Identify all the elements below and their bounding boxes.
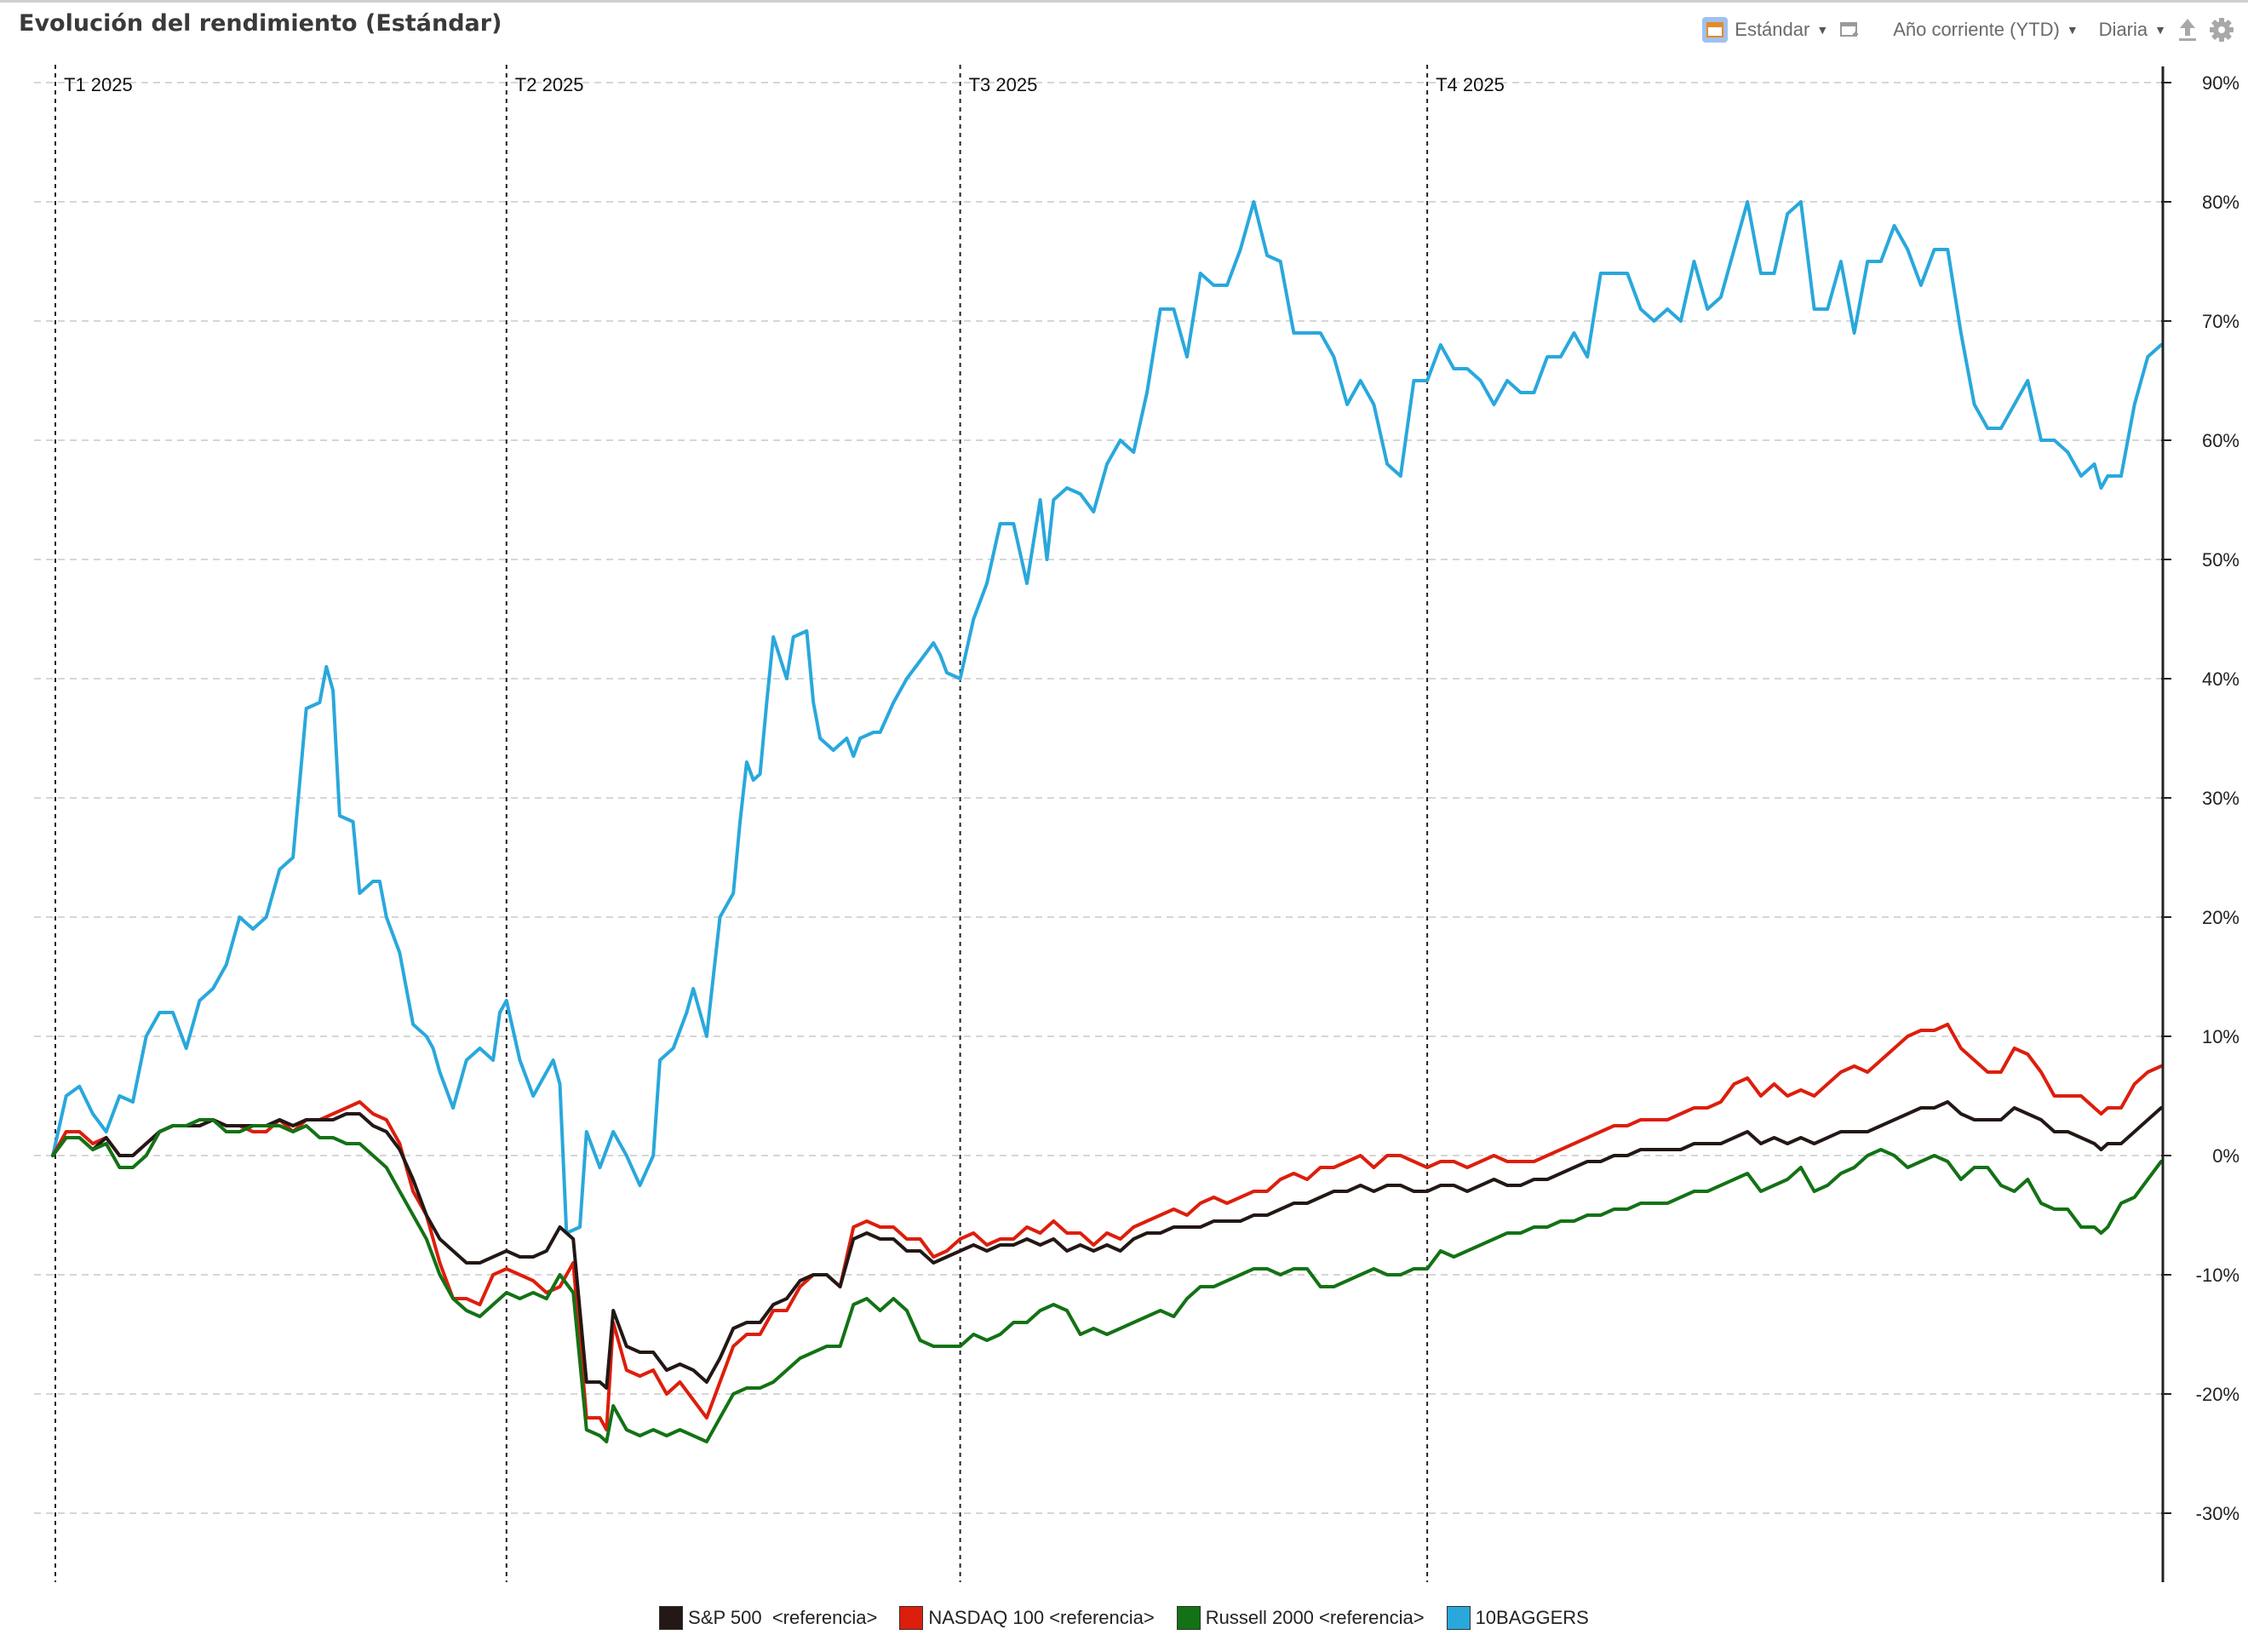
top-border xyxy=(0,0,2248,3)
legend-item[interactable]: S&P 500 <referencia> xyxy=(659,1606,877,1630)
y-tick-label: 20% xyxy=(2202,907,2239,928)
y-tick-label: 10% xyxy=(2202,1026,2239,1047)
legend-swatch xyxy=(1446,1606,1471,1630)
y-tick-label: 90% xyxy=(2202,72,2239,94)
period-selector[interactable]: Año corriente (YTD) ▼ xyxy=(1893,19,2078,41)
frequency-label: Diaria xyxy=(2098,19,2148,40)
y-tick-label: 70% xyxy=(2202,311,2239,332)
series-line xyxy=(51,1118,2163,1443)
frequency-selector[interactable]: Diaria ▼ xyxy=(2099,19,2166,41)
series-lines xyxy=(51,200,2163,1443)
gear-icon[interactable] xyxy=(2209,17,2234,43)
window-icon[interactable] xyxy=(1837,17,1862,43)
y-axis: -30% -20% -10% 0% 10% 20% 30% 40% 50% 60% 70% 80% 90… xyxy=(2161,66,2239,1582)
caret-down-icon[interactable]: ▼ xyxy=(2066,23,2079,37)
quarter-markers: T1 2025 T2 2025 T3 2025 T4 2025 xyxy=(54,65,1505,1582)
export-icon[interactable] xyxy=(2175,17,2200,43)
legend-item[interactable]: Russell 2000 <referencia> xyxy=(1176,1606,1425,1630)
chart-legend: S&P 500 <referencia> NASDAQ 100 <referenc… xyxy=(0,1606,2248,1630)
legend-label: NASDAQ 100 <referencia> xyxy=(928,1607,1155,1628)
series-line xyxy=(51,1100,2163,1390)
legend-swatch xyxy=(659,1606,684,1630)
y-tick-label: 0% xyxy=(2212,1145,2239,1167)
quarter-label: T4 2025 xyxy=(1436,74,1505,95)
view-selector[interactable]: Estándar ▼ xyxy=(1702,17,1828,43)
chart-toolbar: Estándar ▼ Año corriente (YTD) ▼ Diaria … xyxy=(1702,12,2234,48)
view-label: Estándar xyxy=(1735,19,1810,40)
y-tick-label: 50% xyxy=(2202,549,2239,571)
chart-title: Evolución del rendimiento (Estándar) xyxy=(19,10,502,37)
legend-swatch xyxy=(899,1606,924,1630)
legend-label: Russell 2000 <referencia> xyxy=(1205,1607,1425,1628)
caret-down-icon[interactable]: ▼ xyxy=(2154,23,2166,37)
performance-line-chart: T1 2025 T2 2025 T3 2025 T4 2025 -30% -20% -10… xyxy=(34,65,2239,1582)
y-tick-label: 80% xyxy=(2202,192,2239,213)
y-tick-label: -20% xyxy=(2196,1384,2239,1405)
legend-swatch xyxy=(1176,1606,1201,1630)
legend-item[interactable]: 10BAGGERS xyxy=(1446,1606,1589,1630)
period-label: Año corriente (YTD) xyxy=(1893,19,2060,40)
quarter-label: T2 2025 xyxy=(515,74,584,95)
y-tick-label: 40% xyxy=(2202,668,2239,690)
y-tick-label: 60% xyxy=(2202,430,2239,451)
y-tick-label: 30% xyxy=(2202,788,2239,809)
legend-label: S&P 500 <referencia> xyxy=(688,1607,878,1628)
series-line xyxy=(51,200,2163,1235)
legend-item[interactable]: NASDAQ 100 <referencia> xyxy=(899,1606,1155,1630)
caret-down-icon[interactable]: ▼ xyxy=(1816,23,1829,37)
series-line xyxy=(51,1023,2163,1431)
y-tick-label: -10% xyxy=(2196,1265,2239,1286)
y-tick-label: -30% xyxy=(2196,1503,2239,1524)
quarter-label: T3 2025 xyxy=(969,74,1038,95)
grid-lines xyxy=(34,82,2161,1514)
legend-label: 10BAGGERS xyxy=(1475,1607,1589,1628)
quarter-label: T1 2025 xyxy=(64,74,133,95)
layout-active-icon[interactable] xyxy=(1702,17,1729,43)
